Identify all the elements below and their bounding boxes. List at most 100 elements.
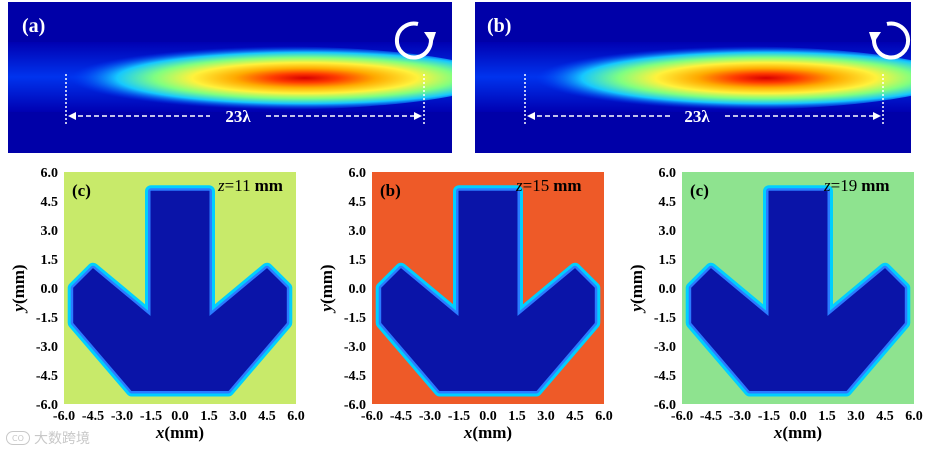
- x-tick-label: -1.5: [140, 409, 162, 424]
- y-axis-label: y(mm): [627, 264, 646, 313]
- x-axis-ticks: -6.0 -4.5 -3.0 -1.5 0.0 1.5 3.0 4.5 6.0: [671, 409, 923, 424]
- z-unit: mm: [255, 176, 283, 195]
- watermark-logo-icon: CO: [6, 431, 30, 445]
- y-tick-label: 4.5: [41, 195, 59, 210]
- x-tick-label: 0.0: [479, 409, 497, 424]
- y-tick-label: 3.0: [659, 224, 677, 239]
- x-tick-label: -6.0: [671, 409, 693, 424]
- beam-width-label-a: 23λ: [225, 107, 251, 126]
- y-tick-label: 0.0: [349, 282, 367, 297]
- x-tick-label: 3.0: [229, 409, 247, 424]
- y-tick-label: 0.0: [659, 282, 677, 297]
- x-tick-label: -6.0: [53, 409, 75, 424]
- y-tick-label: -3.0: [654, 340, 676, 355]
- y-tick-label: -6.0: [344, 398, 366, 413]
- z-prefix: z: [823, 176, 831, 195]
- y-tick-label: -3.0: [36, 340, 58, 355]
- x-tick-label: -3.0: [419, 409, 441, 424]
- plot-area: [67, 185, 293, 397]
- y-tick-label: 1.5: [659, 253, 677, 268]
- map-panel-label: (b): [380, 181, 401, 200]
- arrow-shape: [381, 190, 595, 391]
- y-tick-label: 6.0: [659, 166, 677, 181]
- y-tick-label: -1.5: [654, 311, 676, 326]
- z-annotation: z=19 mm: [823, 176, 890, 195]
- panel-label-a: (a): [22, 15, 45, 37]
- beam-width-label-b: 23λ: [684, 107, 710, 126]
- y-tick-label: -4.5: [36, 369, 58, 384]
- y-tick-label: -4.5: [654, 369, 676, 384]
- watermark-text: 大数跨境: [34, 431, 90, 447]
- x-tick-label: -6.0: [361, 409, 383, 424]
- plot-area: [685, 185, 911, 397]
- x-tick-label: 1.5: [508, 409, 526, 424]
- z-prefix: z: [217, 176, 225, 195]
- heatmap-panel-z19: 6.0 4.5 3.0 1.5 0.0 -1.5 -3.0 -4.5 -6.0 -6.0 -4.5…: [627, 166, 923, 442]
- z-unit: mm: [861, 176, 889, 195]
- plot-area: [375, 185, 601, 397]
- x-axis-label: x(mm): [155, 423, 204, 442]
- x-tick-label: 3.0: [847, 409, 865, 424]
- x-tick-label: 6.0: [905, 409, 923, 424]
- z-annotation: z=15 mm: [515, 176, 582, 195]
- y-tick-label: 3.0: [349, 224, 367, 239]
- x-axis-ticks: -6.0 -4.5 -3.0 -1.5 0.0 1.5 3.0 4.5 6.0: [361, 409, 613, 424]
- x-tick-label: 6.0: [287, 409, 305, 424]
- x-tick-label: 0.0: [171, 409, 189, 424]
- counter-clockwise-circle-icon: [394, 21, 436, 60]
- map-panel-label: (c): [690, 181, 709, 200]
- x-tick-label: 4.5: [876, 409, 894, 424]
- y-tick-label: 0.0: [41, 282, 59, 297]
- width-arrow: [68, 112, 422, 120]
- y-tick-label: -1.5: [344, 311, 366, 326]
- x-tick-label: -4.5: [82, 409, 104, 424]
- y-tick-label: 6.0: [349, 166, 367, 181]
- x-tick-label: -3.0: [729, 409, 751, 424]
- y-axis-ticks: 6.0 4.5 3.0 1.5 0.0 -1.5 -3.0 -4.5 -6.0: [344, 166, 366, 413]
- x-tick-label: -4.5: [700, 409, 722, 424]
- watermark: CO 大数跨境: [6, 428, 90, 448]
- x-tick-label: 4.5: [258, 409, 276, 424]
- y-axis-label: y(mm): [317, 264, 336, 313]
- x-tick-label: 6.0: [595, 409, 613, 424]
- y-tick-label: 6.0: [41, 166, 59, 181]
- z-prefix: z: [515, 176, 523, 195]
- map-panel-label: (c): [72, 181, 91, 200]
- y-tick-label: 1.5: [41, 253, 59, 268]
- x-tick-label: -1.5: [758, 409, 780, 424]
- beam-panel-a: 23λ (a): [8, 2, 452, 153]
- x-tick-label: 3.0: [537, 409, 555, 424]
- z-unit: mm: [553, 176, 581, 195]
- y-tick-label: -6.0: [654, 398, 676, 413]
- beam-panel-b: 23λ (b): [475, 2, 911, 153]
- z-value: =15: [523, 176, 550, 195]
- z-value: =11: [225, 176, 251, 195]
- y-tick-label: 4.5: [349, 195, 367, 210]
- y-axis-label: y(mm): [9, 264, 28, 313]
- y-tick-label: 1.5: [349, 253, 367, 268]
- y-tick-label: -4.5: [344, 369, 366, 384]
- x-axis-ticks: -6.0 -4.5 -3.0 -1.5 0.0 1.5 3.0 4.5 6.0: [53, 409, 305, 424]
- arrow-shape: [691, 190, 905, 391]
- x-tick-label: 1.5: [818, 409, 836, 424]
- z-value: =19: [831, 176, 858, 195]
- z-annotation: z=11 mm: [217, 176, 283, 195]
- y-tick-label: -6.0: [36, 398, 58, 413]
- x-tick-label: -4.5: [390, 409, 412, 424]
- y-tick-label: -1.5: [36, 311, 58, 326]
- x-tick-label: 1.5: [200, 409, 218, 424]
- heatmap-panel-z15: 6.0 4.5 3.0 1.5 0.0 -1.5 -3.0 -4.5 -6.0 -6.0 -4.5…: [317, 166, 613, 442]
- y-tick-label: 4.5: [659, 195, 677, 210]
- panel-label-b: (b): [487, 15, 511, 37]
- y-tick-label: 3.0: [41, 224, 59, 239]
- x-tick-label: -3.0: [111, 409, 133, 424]
- x-axis-label: x(mm): [773, 423, 822, 442]
- clockwise-circle-icon: [869, 21, 911, 60]
- y-axis-ticks: 6.0 4.5 3.0 1.5 0.0 -1.5 -3.0 -4.5 -6.0: [36, 166, 58, 413]
- x-tick-label: 4.5: [566, 409, 584, 424]
- arrow-shape: [73, 190, 287, 391]
- heatmap-panel-z11: 6.0 4.5 3.0 1.5 0.0 -1.5 -3.0 -4.5 -6.0 -6.0 -4.5…: [9, 166, 305, 442]
- y-tick-label: -3.0: [344, 340, 366, 355]
- x-axis-label: x(mm): [463, 423, 512, 442]
- x-tick-label: -1.5: [448, 409, 470, 424]
